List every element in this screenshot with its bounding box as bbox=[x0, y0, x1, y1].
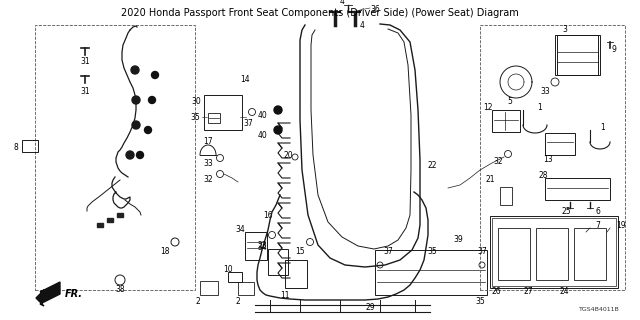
Bar bbox=[492, 110, 520, 132]
Text: 33: 33 bbox=[540, 87, 550, 97]
Text: 5: 5 bbox=[508, 98, 513, 107]
Text: 40: 40 bbox=[257, 131, 267, 140]
Text: 36: 36 bbox=[370, 5, 380, 14]
Text: 17: 17 bbox=[203, 138, 213, 147]
Text: 11: 11 bbox=[280, 291, 290, 300]
Text: 18: 18 bbox=[160, 247, 170, 257]
Bar bbox=[238, 282, 254, 295]
Text: 29: 29 bbox=[365, 303, 375, 313]
Circle shape bbox=[274, 106, 282, 114]
Circle shape bbox=[152, 71, 159, 78]
Text: 38: 38 bbox=[115, 285, 125, 294]
Text: 12: 12 bbox=[483, 102, 493, 111]
Text: 31: 31 bbox=[80, 58, 90, 67]
Polygon shape bbox=[36, 282, 60, 306]
Text: 37: 37 bbox=[243, 119, 253, 129]
Text: 35: 35 bbox=[427, 247, 437, 257]
Bar bbox=[208, 113, 220, 123]
Bar bbox=[490, 216, 618, 288]
Text: 16: 16 bbox=[263, 211, 273, 220]
Text: TGS4B4011B: TGS4B4011B bbox=[579, 307, 620, 312]
Text: 37: 37 bbox=[477, 247, 487, 257]
Bar bbox=[107, 218, 113, 222]
Bar bbox=[35, 25, 195, 290]
Bar bbox=[545, 178, 610, 200]
Bar bbox=[204, 95, 242, 130]
Circle shape bbox=[126, 151, 134, 159]
Text: 30: 30 bbox=[191, 98, 201, 107]
Text: 27: 27 bbox=[523, 286, 533, 295]
Text: 23: 23 bbox=[257, 241, 267, 250]
Text: 15: 15 bbox=[295, 247, 305, 257]
Circle shape bbox=[132, 121, 140, 129]
Text: FR.: FR. bbox=[65, 289, 83, 299]
Text: 7: 7 bbox=[595, 221, 600, 230]
Circle shape bbox=[132, 96, 140, 104]
Bar bbox=[22, 140, 38, 152]
Text: 28: 28 bbox=[538, 171, 548, 180]
Text: 2: 2 bbox=[196, 298, 200, 307]
Text: 13: 13 bbox=[543, 156, 553, 164]
Bar bbox=[117, 213, 123, 217]
Text: 1: 1 bbox=[600, 123, 605, 132]
Bar bbox=[375, 250, 487, 295]
Bar bbox=[200, 281, 218, 295]
Text: 39: 39 bbox=[453, 236, 463, 244]
Text: 19: 19 bbox=[616, 221, 626, 230]
Bar bbox=[480, 25, 625, 290]
Circle shape bbox=[148, 97, 156, 103]
Text: 37: 37 bbox=[383, 247, 393, 257]
Text: 4: 4 bbox=[340, 0, 344, 5]
Text: 14: 14 bbox=[240, 76, 250, 84]
Text: 6: 6 bbox=[595, 207, 600, 217]
Text: 2020 Honda Passport Front Seat Components (Driver Side) (Power Seat) Diagram: 2020 Honda Passport Front Seat Component… bbox=[121, 8, 519, 18]
Text: 8: 8 bbox=[13, 142, 18, 151]
Bar bbox=[245, 232, 267, 260]
Text: 22: 22 bbox=[428, 161, 436, 170]
Text: 1: 1 bbox=[538, 102, 542, 111]
Text: 20: 20 bbox=[283, 150, 293, 159]
Text: 26: 26 bbox=[491, 286, 501, 295]
Text: 9: 9 bbox=[611, 45, 616, 54]
Bar bbox=[97, 223, 103, 227]
Bar bbox=[555, 35, 600, 75]
Text: 35: 35 bbox=[475, 298, 485, 307]
Bar bbox=[492, 218, 616, 286]
Bar bbox=[545, 133, 575, 155]
Circle shape bbox=[131, 66, 139, 74]
Text: 3: 3 bbox=[563, 26, 568, 35]
Text: 31: 31 bbox=[80, 86, 90, 95]
Text: 25: 25 bbox=[561, 207, 571, 217]
Bar bbox=[498, 228, 530, 280]
Text: 35: 35 bbox=[190, 113, 200, 122]
Text: 40: 40 bbox=[257, 110, 267, 119]
Text: 21: 21 bbox=[485, 175, 495, 185]
Bar bbox=[285, 260, 307, 288]
Text: 32: 32 bbox=[493, 157, 503, 166]
Bar bbox=[268, 249, 288, 275]
Circle shape bbox=[274, 126, 282, 134]
Text: 34: 34 bbox=[257, 243, 267, 252]
Text: 32: 32 bbox=[203, 175, 213, 185]
Text: 34: 34 bbox=[235, 226, 245, 235]
Text: 10: 10 bbox=[223, 266, 233, 275]
Bar bbox=[228, 272, 242, 282]
Bar bbox=[574, 228, 606, 280]
Text: 24: 24 bbox=[559, 286, 569, 295]
Bar bbox=[536, 228, 568, 280]
Text: 2: 2 bbox=[236, 298, 241, 307]
Bar bbox=[500, 187, 512, 205]
Circle shape bbox=[145, 126, 152, 133]
Text: 33: 33 bbox=[203, 159, 213, 169]
Circle shape bbox=[136, 151, 143, 158]
Text: 4: 4 bbox=[360, 20, 364, 29]
